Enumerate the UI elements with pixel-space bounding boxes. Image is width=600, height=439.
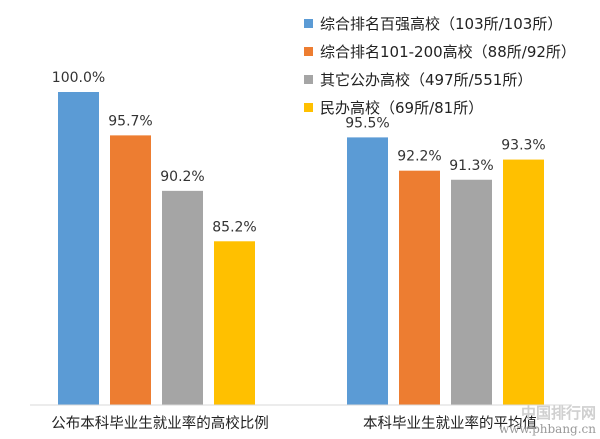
data-label-2-2: 92.2% (397, 149, 441, 165)
category-labels-layer: 公布本科毕业生就业率的高校比例 本科毕业生就业率的平均值 (51, 415, 537, 432)
watermark-url: www.phbang.cn (498, 422, 596, 436)
legend-item-2: 综合排名101-200高校（88所/92所） (304, 37, 576, 65)
legend-swatch-1 (304, 18, 313, 28)
legend-item-4: 民办高校（69所/81所） (304, 93, 576, 121)
legend-label-4: 民办高校（69所/81所） (320, 98, 484, 117)
data-label-2-4: 93.3% (501, 138, 545, 154)
legend-swatch-3 (304, 74, 313, 84)
data-labels-layer: 100.0% 95.7% 90.2% 85.2% 95.5% 92.2% 91.3% 93.3… (52, 70, 546, 235)
category-label-1: 公布本科毕业生就业率的高校比例 (51, 415, 269, 432)
category-label-2: 本科毕业生就业率的平均值 (363, 415, 537, 432)
bar-2-4 (503, 159, 544, 405)
data-label-1-2: 95.7% (108, 113, 152, 129)
data-label-1-3: 90.2% (160, 169, 204, 185)
bars-layer (58, 92, 544, 406)
bar-1-1 (58, 92, 99, 405)
watermark: 中国排行网 www.phbang.cn (498, 404, 596, 436)
legend-item-1: 综合排名百强高校（103所/103所） (304, 9, 576, 37)
legend-swatch-4 (304, 102, 313, 112)
legend-label-3: 其它公办高校（497所/551所） (320, 70, 533, 89)
watermark-site-name: 中国排行网 (520, 404, 596, 422)
data-label-1-4: 85.2% (212, 219, 256, 235)
bar-2-1 (347, 137, 388, 406)
bar-1-2 (110, 135, 151, 406)
bar-1-3 (162, 190, 203, 405)
bar-2-2 (399, 170, 440, 405)
data-label-2-3: 91.3% (449, 158, 493, 174)
legend-label-1: 综合排名百强高校（103所/103所） (320, 14, 563, 33)
legend-swatch-2 (304, 46, 313, 56)
legend-label-2: 综合排名101-200高校（88所/92所） (320, 42, 576, 61)
legend: 综合排名百强高校（103所/103所） 综合排名101-200高校（88所/92所… (304, 9, 576, 121)
data-label-2-1: 95.5% (345, 115, 389, 131)
data-label-1-1: 100.0% (52, 70, 105, 86)
legend-item-3: 其它公办高校（497所/551所） (304, 65, 576, 93)
bar-2-3 (451, 179, 492, 405)
bar-1-4 (214, 241, 255, 405)
